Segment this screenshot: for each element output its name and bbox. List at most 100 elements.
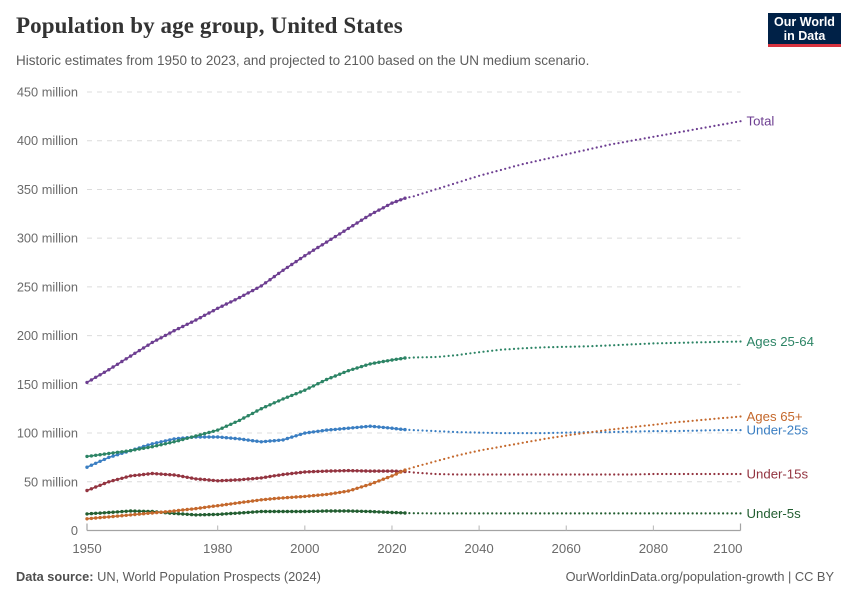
null — [687, 512, 690, 515]
series-label-ages-65plus[interactable]: Ages 65+ — [747, 409, 803, 424]
null — [634, 425, 638, 428]
null — [425, 472, 428, 475]
null — [713, 340, 716, 344]
null — [525, 432, 529, 435]
null — [495, 170, 498, 173]
null — [643, 473, 646, 476]
null — [726, 122, 729, 125]
null — [600, 429, 603, 432]
null — [512, 473, 516, 476]
null — [438, 187, 441, 190]
null — [687, 472, 690, 476]
null — [634, 430, 638, 433]
null — [586, 473, 590, 476]
null — [630, 426, 633, 429]
null — [517, 347, 520, 350]
null — [543, 437, 546, 440]
null — [552, 156, 555, 159]
null — [478, 174, 481, 177]
null — [678, 429, 681, 433]
null — [665, 472, 668, 476]
y-tick-label-250: 250 million — [17, 279, 78, 294]
null — [521, 512, 524, 515]
null — [464, 352, 468, 355]
null — [508, 512, 511, 515]
series-label-under-5s[interactable]: Under-5s — [747, 506, 802, 521]
null — [708, 125, 712, 128]
null — [478, 431, 481, 434]
null — [695, 512, 699, 515]
null — [708, 418, 712, 421]
null — [647, 512, 651, 515]
null — [451, 182, 455, 186]
y-tick-label-400: 400 million — [17, 133, 78, 148]
null — [508, 473, 511, 476]
null — [691, 429, 694, 432]
null — [547, 346, 550, 349]
null — [447, 473, 450, 476]
null — [539, 512, 542, 515]
null — [482, 512, 485, 515]
x-tick-label-2080: 2080 — [639, 541, 668, 556]
null — [460, 512, 463, 515]
null — [499, 512, 502, 515]
null — [556, 473, 559, 476]
x-tick-label-2060: 2060 — [552, 541, 581, 556]
null — [608, 512, 611, 515]
null — [613, 142, 616, 145]
null — [735, 512, 738, 515]
null — [695, 419, 699, 422]
null — [469, 512, 472, 515]
null — [512, 443, 516, 446]
null — [656, 342, 659, 345]
null — [730, 472, 733, 476]
null — [630, 430, 633, 433]
null — [591, 430, 594, 434]
series-label-under-25s[interactable]: Under-25s — [747, 423, 809, 438]
null — [464, 452, 468, 455]
null — [678, 131, 681, 134]
null — [469, 431, 472, 434]
null — [530, 432, 533, 435]
null — [674, 512, 677, 515]
null — [478, 351, 481, 354]
null — [595, 344, 598, 347]
null — [669, 421, 672, 424]
null — [726, 340, 729, 343]
null — [708, 341, 712, 344]
null — [722, 472, 725, 476]
null — [525, 473, 529, 476]
null — [604, 431, 607, 434]
null — [691, 419, 694, 422]
null — [430, 512, 433, 515]
null — [630, 473, 633, 476]
null — [656, 430, 659, 433]
null — [421, 192, 424, 195]
null — [630, 512, 633, 515]
null — [700, 127, 703, 130]
series-ages-25-64 — [85, 340, 742, 459]
null — [626, 343, 629, 346]
series-under-5s — [85, 509, 742, 517]
null — [682, 429, 686, 432]
null — [652, 342, 655, 345]
null — [434, 188, 437, 191]
null — [613, 344, 616, 347]
null — [613, 512, 616, 515]
null — [491, 431, 494, 434]
null — [517, 432, 520, 435]
null — [656, 423, 659, 426]
y-tick-label-100: 100 million — [17, 426, 78, 441]
null — [634, 343, 638, 346]
null — [691, 341, 694, 344]
y-tick-label-0: 0 — [71, 523, 78, 538]
null — [708, 512, 712, 515]
y-tick-label-200: 200 million — [17, 328, 78, 343]
null — [617, 430, 620, 433]
series-label-ages-25-64[interactable]: Ages 25-64 — [747, 334, 814, 349]
series-label-total[interactable]: Total — [747, 114, 775, 129]
null — [552, 512, 555, 515]
series-label-under-15s[interactable]: Under-15s — [747, 466, 809, 481]
null — [726, 429, 729, 432]
